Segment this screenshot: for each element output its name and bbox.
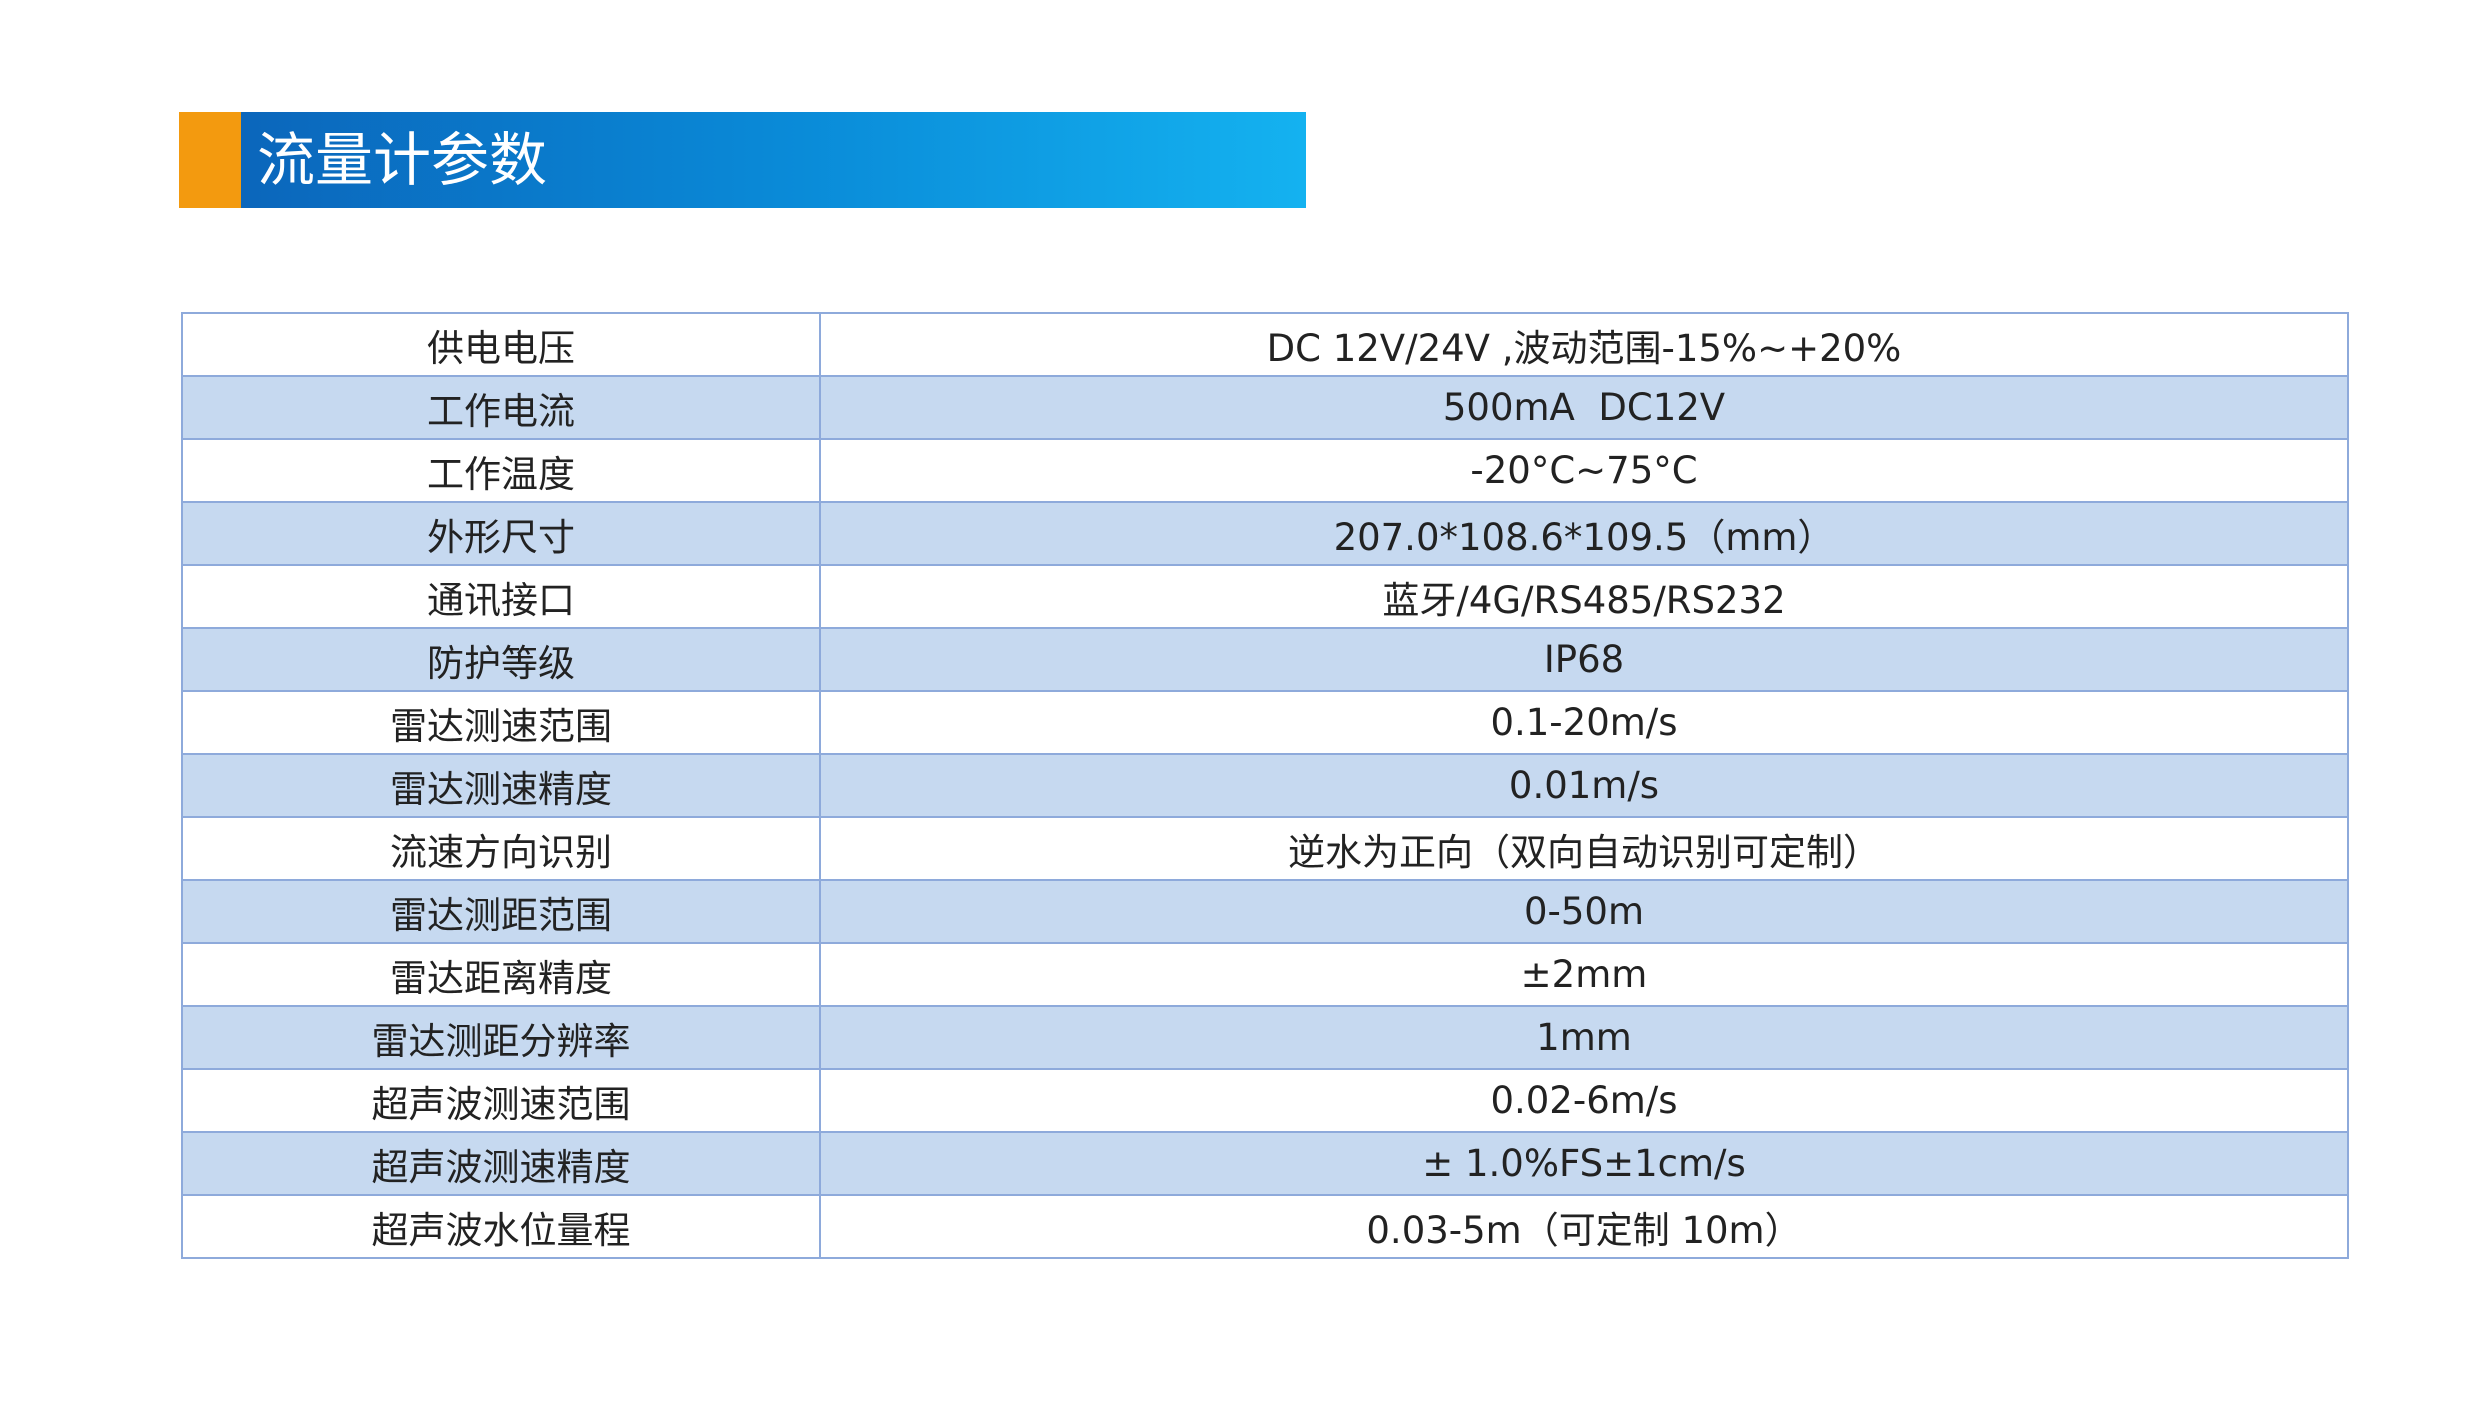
table-row: 防护等级 IP68 bbox=[181, 627, 2349, 692]
spec-table: 供电电压 DC 12V/24V ,波动范围-15%~+20% 工作电流 500mA D… bbox=[181, 312, 2349, 1259]
param-name: 工作电流 bbox=[181, 375, 821, 440]
param-value: 0.01m/s bbox=[819, 753, 2349, 818]
table-row: 雷达测速精度 0.01m/s bbox=[181, 753, 2349, 818]
param-name: 雷达测速范围 bbox=[181, 690, 821, 755]
param-value: 0.02-6m/s bbox=[819, 1068, 2349, 1133]
table-row: 雷达距离精度 ±2mm bbox=[181, 942, 2349, 1007]
table-row: 流速方向识别 逆水为正向（双向自动识别可定制） bbox=[181, 816, 2349, 881]
table-row: 通讯接口 蓝牙/4G/RS485/RS232 bbox=[181, 564, 2349, 629]
param-value: 蓝牙/4G/RS485/RS232 bbox=[819, 564, 2349, 629]
param-name: 工作温度 bbox=[181, 438, 821, 503]
param-name: 雷达测距范围 bbox=[181, 879, 821, 944]
param-value: 0.1-20m/s bbox=[819, 690, 2349, 755]
param-name: 流速方向识别 bbox=[181, 816, 821, 881]
param-value: ± 1.0%FS±1cm/s bbox=[819, 1131, 2349, 1196]
param-name: 通讯接口 bbox=[181, 564, 821, 629]
table-row: 雷达测距范围 0-50m bbox=[181, 879, 2349, 944]
table-row: 工作电流 500mA DC12V bbox=[181, 375, 2349, 440]
param-name: 外形尺寸 bbox=[181, 501, 821, 566]
table-row: 超声波测速范围 0.02-6m/s bbox=[181, 1068, 2349, 1133]
header-bar: 流量计参数 bbox=[179, 112, 1306, 208]
param-name: 雷达测距分辨率 bbox=[181, 1005, 821, 1070]
table-row: 雷达测距分辨率 1mm bbox=[181, 1005, 2349, 1070]
header-accent bbox=[179, 112, 241, 208]
param-value: 0-50m bbox=[819, 879, 2349, 944]
param-name: 供电电压 bbox=[181, 312, 821, 377]
table-row: 外形尺寸 207.0*108.6*109.5（mm） bbox=[181, 501, 2349, 566]
table-row: 工作温度 -20°C~75°C bbox=[181, 438, 2349, 503]
param-value: DC 12V/24V ,波动范围-15%~+20% bbox=[819, 312, 2349, 377]
param-name: 雷达距离精度 bbox=[181, 942, 821, 1007]
header-title: 流量计参数 bbox=[257, 126, 548, 194]
param-name: 超声波水位量程 bbox=[181, 1194, 821, 1259]
table-row: 超声波水位量程 0.03-5m（可定制 10m） bbox=[181, 1194, 2349, 1259]
param-name: 雷达测速精度 bbox=[181, 753, 821, 818]
param-value: -20°C~75°C bbox=[819, 438, 2349, 503]
table-row: 雷达测速范围 0.1-20m/s bbox=[181, 690, 2349, 755]
param-value: IP68 bbox=[819, 627, 2349, 692]
table-row: 供电电压 DC 12V/24V ,波动范围-15%~+20% bbox=[181, 312, 2349, 377]
param-value: 0.03-5m（可定制 10m） bbox=[819, 1194, 2349, 1259]
param-value: ±2mm bbox=[819, 942, 2349, 1007]
param-value: 207.0*108.6*109.5（mm） bbox=[819, 501, 2349, 566]
param-name: 超声波测速精度 bbox=[181, 1131, 821, 1196]
param-value: 500mA DC12V bbox=[819, 375, 2349, 440]
param-name: 防护等级 bbox=[181, 627, 821, 692]
param-value: 1mm bbox=[819, 1005, 2349, 1070]
param-value: 逆水为正向（双向自动识别可定制） bbox=[819, 816, 2349, 881]
param-name: 超声波测速范围 bbox=[181, 1068, 821, 1133]
table-row: 超声波测速精度 ± 1.0%FS±1cm/s bbox=[181, 1131, 2349, 1196]
